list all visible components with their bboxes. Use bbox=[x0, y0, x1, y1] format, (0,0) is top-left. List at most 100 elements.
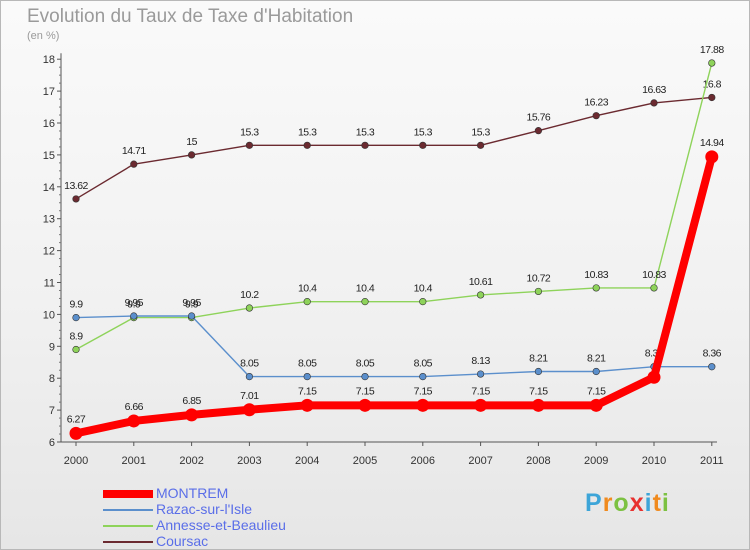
y-tick-label: 11 bbox=[44, 278, 55, 290]
data-point bbox=[72, 313, 80, 322]
data-point bbox=[130, 160, 138, 168]
data-point bbox=[419, 141, 427, 149]
data-point bbox=[72, 345, 80, 354]
legend-swatch-annesse bbox=[103, 525, 153, 527]
data-label: 8.05 bbox=[240, 358, 259, 370]
data-point bbox=[127, 414, 141, 428]
data-point bbox=[534, 127, 543, 135]
series-line bbox=[75, 96, 713, 200]
series-line bbox=[75, 315, 713, 378]
y-tick-label: 15 bbox=[43, 150, 55, 162]
data-label: 8.13 bbox=[471, 355, 490, 367]
data-label: 7.15 bbox=[356, 385, 375, 397]
data-label: 6.66 bbox=[125, 401, 144, 413]
y-tick-label: 14 bbox=[43, 182, 55, 194]
legend-label-razac: Razac-sur-l'Isle bbox=[156, 501, 253, 517]
logo-letter: o bbox=[613, 489, 630, 517]
axes: 6 7 8 9 10 11 12 13 14 15 16 17 18 2000 2001 2002 2003 20… bbox=[43, 53, 724, 467]
data-label: 17.88 bbox=[700, 44, 724, 56]
x-tick-label: 2008 bbox=[526, 455, 550, 467]
data-label: 10.83 bbox=[642, 269, 666, 281]
data-point bbox=[592, 112, 600, 120]
data-point bbox=[589, 398, 603, 412]
data-label: 15.3 bbox=[414, 126, 433, 138]
chart-title: Evolution du Taux de Taxe d'Habitation bbox=[27, 6, 354, 27]
x-tick-label: 2000 bbox=[64, 455, 88, 467]
data-point bbox=[708, 363, 716, 371]
data-point bbox=[650, 99, 658, 107]
x-tick-label: 2010 bbox=[642, 455, 666, 467]
legend-swatch-coursac bbox=[103, 541, 153, 543]
data-point bbox=[647, 370, 661, 384]
chart-unit: (en %) bbox=[27, 30, 60, 42]
data-point bbox=[477, 141, 485, 149]
data-point bbox=[705, 150, 719, 164]
legend-swatch-montrem bbox=[103, 490, 153, 498]
y-tick-label: 12 bbox=[43, 246, 55, 258]
data-label: 15.3 bbox=[356, 126, 375, 138]
logo-letter: i bbox=[661, 489, 670, 517]
x-tick-label: 2009 bbox=[584, 455, 608, 467]
data-label: 10.4 bbox=[414, 283, 433, 295]
logo-letter: P bbox=[585, 489, 603, 517]
data-label: 14.71 bbox=[122, 145, 146, 157]
series-coursac: 13.62 14.71 15 15.3 15.3 15.3 15.3 15.3 15.76 16.… bbox=[64, 78, 722, 203]
legend-swatch-razac bbox=[103, 509, 153, 511]
data-point bbox=[534, 287, 543, 296]
data-label: 8.05 bbox=[356, 358, 375, 370]
data-label: 7.15 bbox=[298, 385, 317, 397]
data-label: 9.9 bbox=[185, 299, 199, 311]
data-label: 8.21 bbox=[587, 353, 606, 365]
y-tick-label: 9 bbox=[49, 341, 55, 353]
x-tick-label: 2011 bbox=[700, 455, 724, 467]
series-razac-sur-l-isle: 9.9 9.95 9.958.05 8.05 8.05 8.05 8.13 8.21 8.21 8… bbox=[69, 297, 722, 381]
data-label: 8.36 bbox=[703, 348, 722, 360]
logo-letter: x bbox=[629, 489, 645, 517]
y-tick-label: 13 bbox=[43, 214, 55, 226]
legend-label-montrem: MONTREM bbox=[156, 485, 229, 501]
data-label: 10.2 bbox=[240, 289, 259, 301]
data-label: 9.95 bbox=[182, 297, 201, 309]
data-point bbox=[361, 373, 369, 381]
data-label: 14.94 bbox=[700, 137, 724, 149]
data-point bbox=[592, 367, 600, 376]
legend-label-coursac: Coursac bbox=[156, 533, 209, 549]
legend-label-annesse: Annesse-et-Beaulieu bbox=[156, 517, 286, 533]
y-tick-label: 16 bbox=[43, 118, 55, 130]
data-label: 9.95 bbox=[125, 297, 144, 309]
data-label: 16.23 bbox=[584, 97, 608, 109]
data-point bbox=[477, 370, 485, 378]
data-point bbox=[69, 426, 83, 440]
series-layer: 13.62 14.71 15 15.3 15.3 15.3 15.3 15.3 15.76 16.… bbox=[64, 44, 725, 440]
x-tick-label: 2007 bbox=[468, 455, 492, 467]
data-point bbox=[130, 312, 138, 320]
x-tick-label: 2001 bbox=[122, 455, 146, 467]
logo-letter: t bbox=[652, 489, 662, 517]
data-point bbox=[708, 59, 716, 67]
data-label: 8.05 bbox=[414, 358, 433, 370]
data-point bbox=[361, 141, 369, 149]
series-annesse-et-beaulieu: 8.9 9.9 9.9 10.2 10.4 10.4 10.4 10.61 10.72 10.83… bbox=[69, 44, 725, 354]
data-point bbox=[419, 373, 427, 381]
series-line bbox=[72, 152, 716, 438]
data-label: 15 bbox=[186, 136, 197, 148]
data-label: 16.63 bbox=[642, 84, 666, 96]
data-label: 15.3 bbox=[240, 126, 259, 138]
series-line bbox=[75, 62, 713, 351]
y-tick-label: 18 bbox=[43, 54, 55, 66]
y-tick-label: 10 bbox=[43, 309, 55, 321]
data-point bbox=[534, 367, 543, 376]
data-label: 7.15 bbox=[414, 385, 433, 397]
data-label: 10.61 bbox=[469, 276, 493, 288]
series-montrem: 6.27 6.66 6.85 7.01 7.15 7.15 7.15 7.15 7.15 7.15… bbox=[67, 137, 725, 440]
data-point bbox=[188, 151, 196, 159]
y-tick-label: 8 bbox=[49, 373, 55, 385]
data-label: 15.3 bbox=[471, 126, 490, 138]
proxiti-logo: Proxiti bbox=[585, 489, 670, 518]
logo-letter: r bbox=[602, 489, 614, 517]
y-tick-label: 6 bbox=[49, 437, 55, 449]
data-label: 7.15 bbox=[587, 385, 606, 397]
x-tick-label: 2003 bbox=[237, 455, 261, 467]
